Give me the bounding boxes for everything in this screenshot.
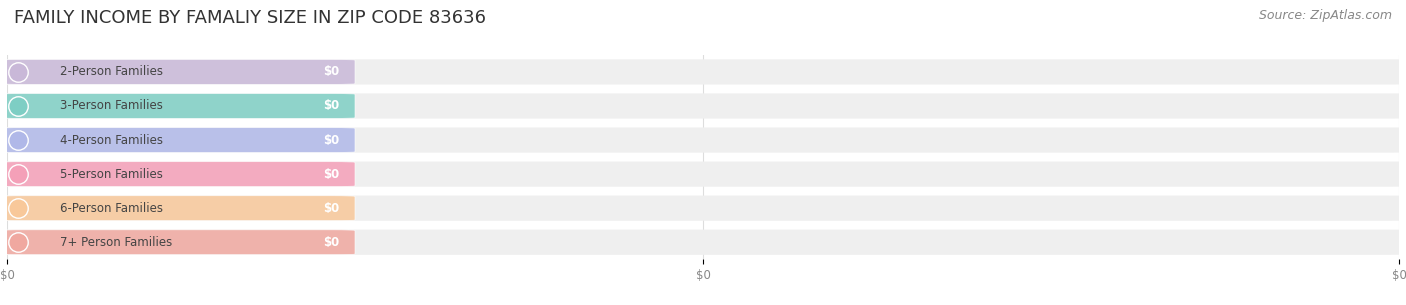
FancyBboxPatch shape [0,94,354,118]
Text: $0: $0 [323,134,340,146]
Text: 4-Person Families: 4-Person Families [60,134,163,146]
Text: 6-Person Families: 6-Person Families [60,202,163,215]
Text: $0: $0 [323,202,340,215]
FancyBboxPatch shape [0,127,1406,152]
Text: $0: $0 [323,168,340,181]
Text: Source: ZipAtlas.com: Source: ZipAtlas.com [1258,9,1392,22]
FancyBboxPatch shape [0,196,354,221]
Text: 5-Person Families: 5-Person Families [60,168,163,181]
FancyBboxPatch shape [0,162,354,187]
FancyBboxPatch shape [0,59,354,84]
Text: 7+ Person Families: 7+ Person Families [60,236,172,249]
FancyBboxPatch shape [0,127,354,152]
Text: $0: $0 [323,99,340,113]
FancyBboxPatch shape [0,59,1406,84]
Text: $0: $0 [323,66,340,78]
FancyBboxPatch shape [0,162,1406,187]
FancyBboxPatch shape [0,230,354,255]
Text: 3-Person Families: 3-Person Families [60,99,163,113]
Text: FAMILY INCOME BY FAMALIY SIZE IN ZIP CODE 83636: FAMILY INCOME BY FAMALIY SIZE IN ZIP COD… [14,9,486,27]
FancyBboxPatch shape [0,93,1406,119]
Text: 2-Person Families: 2-Person Families [60,66,163,78]
FancyBboxPatch shape [0,230,1406,255]
FancyBboxPatch shape [0,196,1406,221]
Text: $0: $0 [323,236,340,249]
